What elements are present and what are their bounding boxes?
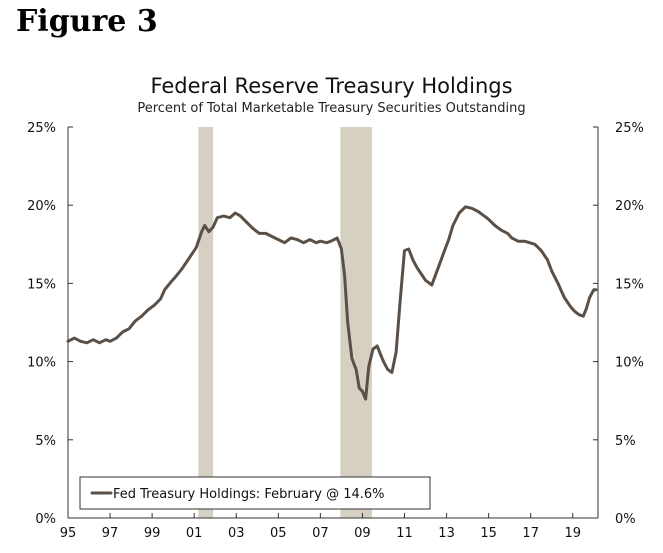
x-tick-label: 17	[522, 526, 539, 541]
y-tick-label-right: 0%	[615, 512, 636, 527]
x-tick-label: 99	[144, 526, 161, 541]
legend: Fed Treasury Holdings: February @ 14.6%	[79, 476, 431, 510]
series-line-fed-treasury-holdings	[66, 205, 598, 401]
y-tick-label-left: 5%	[35, 434, 56, 449]
x-tick-label: 19	[564, 526, 581, 541]
chart-subtitle: Percent of Total Marketable Treasury Sec…	[137, 101, 526, 116]
y-tick-label-left: 25%	[27, 121, 56, 136]
figure-label: Figure 3	[16, 4, 158, 39]
x-tick-label: 95	[60, 526, 77, 541]
x-tick-label: 97	[102, 526, 119, 541]
chart-axes: 0% 0% 5% 5% 10% 10% 15% 15% 20% 20% 25% 25% 95 97 99 01…	[27, 121, 644, 541]
y-tick-label-right: 5%	[615, 434, 636, 449]
x-tick-label: 05	[270, 526, 287, 541]
y-tick-label-left: 15%	[27, 277, 56, 292]
x-tick-label: 09	[354, 526, 371, 541]
x-tick-label: 13	[438, 526, 455, 541]
x-tick-label: 03	[228, 526, 245, 541]
y-tick-label-right: 15%	[615, 277, 644, 292]
x-tick-label: 07	[312, 526, 329, 541]
legend-label: Fed Treasury Holdings: February @ 14.6%	[113, 487, 385, 502]
recession-band-2	[340, 127, 372, 518]
x-tick-label: 11	[396, 526, 413, 541]
y-tick-label-left: 0%	[35, 512, 56, 527]
recession-bands	[198, 127, 372, 518]
y-tick-label-right: 20%	[615, 199, 644, 214]
y-tick-label-left: 20%	[27, 199, 56, 214]
y-tick-label-right: 25%	[615, 121, 644, 136]
y-tick-label-right: 10%	[615, 356, 644, 371]
y-tick-label-left: 10%	[27, 356, 56, 371]
series-lines	[66, 205, 598, 401]
x-tick-label: 01	[186, 526, 203, 541]
x-tick-label: 15	[480, 526, 497, 541]
chart-title: Federal Reserve Treasury Holdings	[150, 74, 513, 98]
recession-band-1	[198, 127, 214, 518]
legend-box	[79, 476, 431, 510]
